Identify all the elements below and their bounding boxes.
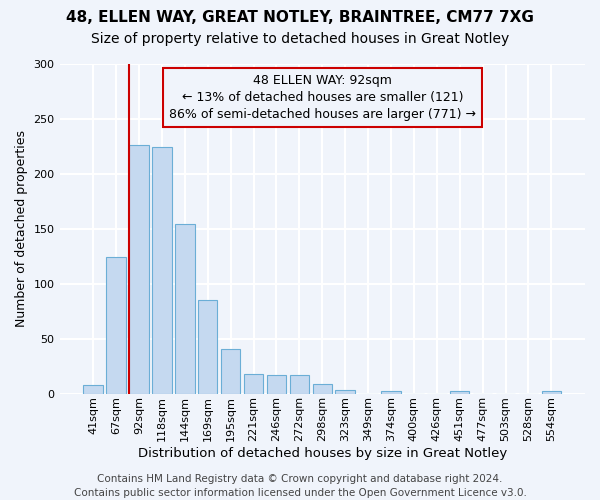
Bar [335,390,355,394]
Bar [542,392,561,394]
Y-axis label: Number of detached properties: Number of detached properties [15,130,28,328]
Text: 48 ELLEN WAY: 92sqm
← 13% of detached houses are smaller (121)
86% of semi-detac: 48 ELLEN WAY: 92sqm ← 13% of detached ho… [169,74,476,121]
Bar [198,300,217,394]
Bar [129,146,149,394]
Text: Size of property relative to detached houses in Great Notley: Size of property relative to detached ho… [91,32,509,46]
Bar [450,392,469,394]
Bar [244,374,263,394]
X-axis label: Distribution of detached houses by size in Great Notley: Distribution of detached houses by size … [137,447,507,460]
Text: Contains HM Land Registry data © Crown copyright and database right 2024.
Contai: Contains HM Land Registry data © Crown c… [74,474,526,498]
Bar [221,348,241,394]
Bar [381,392,401,394]
Bar [83,385,103,394]
Bar [152,148,172,394]
Bar [267,375,286,394]
Bar [313,384,332,394]
Bar [106,258,126,394]
Text: 48, ELLEN WAY, GREAT NOTLEY, BRAINTREE, CM77 7XG: 48, ELLEN WAY, GREAT NOTLEY, BRAINTREE, … [66,10,534,25]
Bar [290,375,309,394]
Bar [175,224,194,394]
